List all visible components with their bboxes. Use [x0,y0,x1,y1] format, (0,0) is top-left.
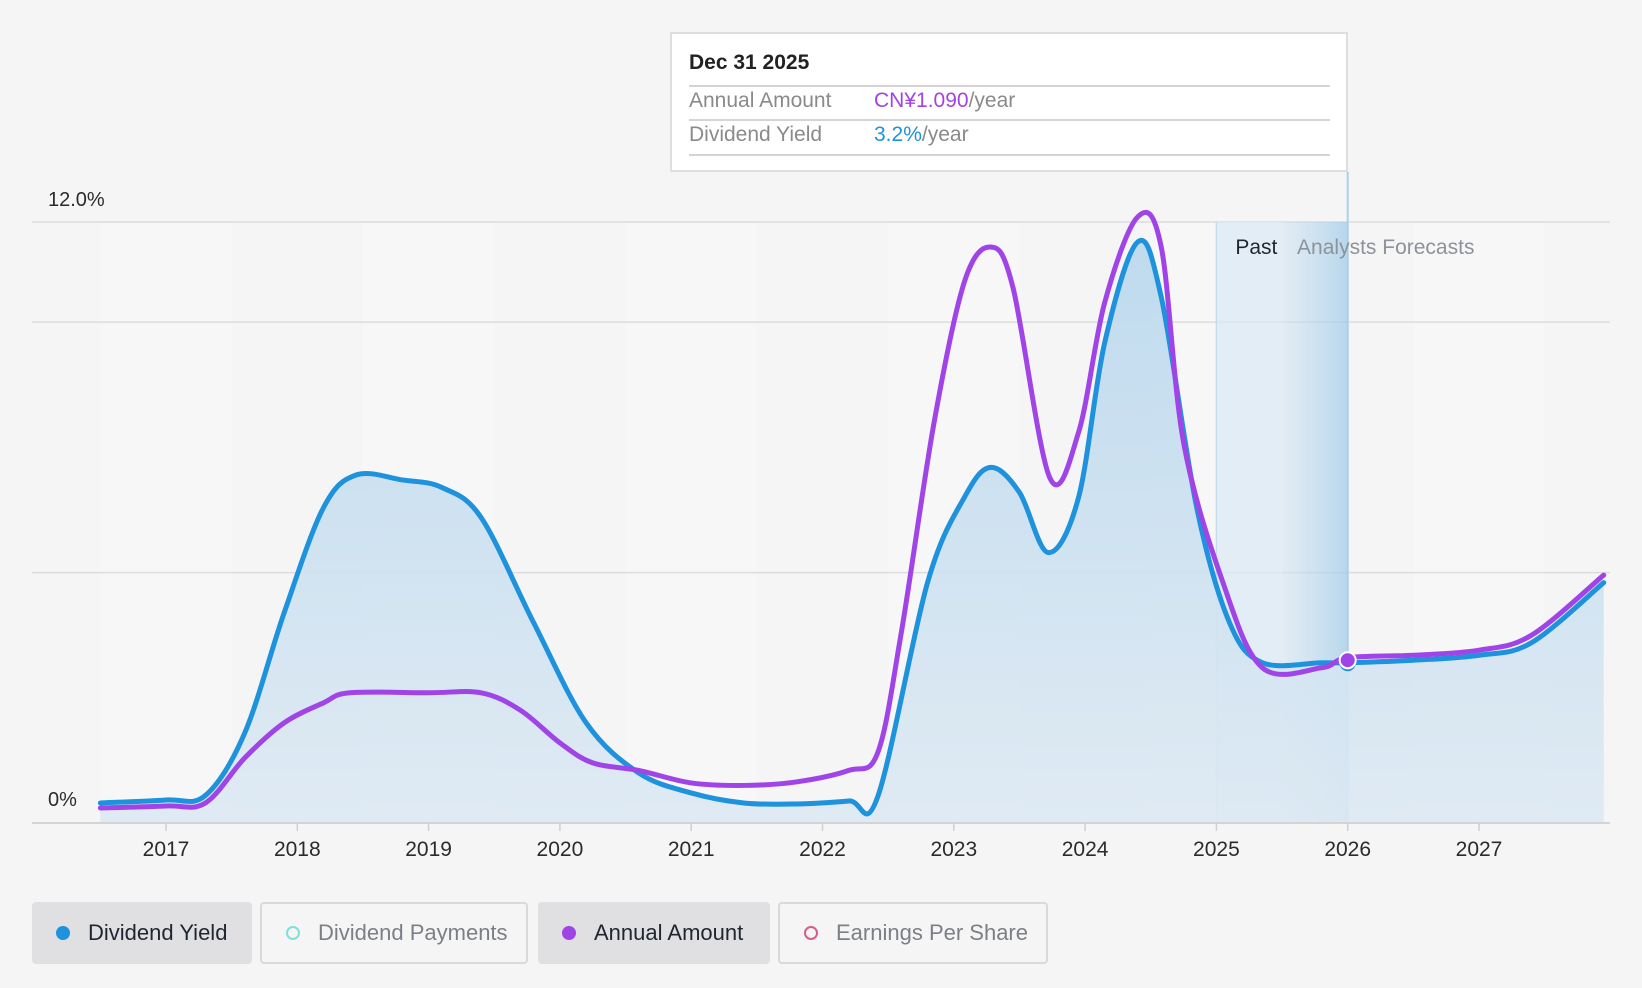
legend-dot-icon [56,926,70,940]
legend-dot-icon [286,926,300,940]
tooltip-yield-label: Dividend Yield [689,123,823,146]
tooltip-yield-value: 3.2%/year [874,123,969,146]
x-tick-label: 2020 [537,838,584,861]
x-tick-label: 2024 [1062,838,1109,861]
chart-tooltip: Dec 31 2025 Annual Amount CN¥1.090/year … [670,32,1348,172]
tooltip-divider [689,154,1330,156]
legend-label: Dividend Yield [88,920,228,945]
x-tick-label: 2017 [143,838,190,861]
year-band [100,222,232,823]
legend-dividend-payments[interactable]: Dividend Payments [260,902,528,964]
x-tick-label: 2026 [1324,838,1371,861]
dividend-yield-area [100,240,1604,823]
tooltip-annual-value: CN¥1.090/year [874,89,1016,112]
x-tick-label: 2027 [1456,838,1503,861]
legend-dot-icon [804,926,818,940]
tooltip-divider [689,119,1330,121]
tooltip-date: Dec 31 2025 [689,51,810,74]
legend-label: Earnings Per Share [836,920,1028,945]
legend-dot-icon [562,926,576,940]
x-tick-label: 2018 [274,838,321,861]
legend-label: Dividend Payments [318,920,508,945]
legend-label: Annual Amount [594,920,744,945]
annual-amount-marker [1338,651,1357,670]
forecast-label: Analysts Forecasts [1297,236,1474,259]
x-tick-label: 2019 [405,838,452,861]
legend-dividend-yield[interactable]: Dividend Yield [32,902,252,964]
tooltip-divider [689,85,1330,87]
x-tick-label: 2023 [930,838,977,861]
annual-amount-line [97,210,1607,811]
y-axis-top-label: 12.0% [48,189,105,211]
y-axis-bottom-label: 0% [48,789,77,811]
tooltip-annual-label: Annual Amount [689,89,832,112]
legend-earnings-per-share[interactable]: Earnings Per Share [778,902,1048,964]
past-label: Past [1235,236,1277,259]
year-band [625,222,757,823]
x-tick-label: 2025 [1193,838,1240,861]
x-tick-label: 2022 [799,838,846,861]
legend-annual-amount[interactable]: Annual Amount [538,902,770,964]
x-tick-label: 2021 [668,838,715,861]
